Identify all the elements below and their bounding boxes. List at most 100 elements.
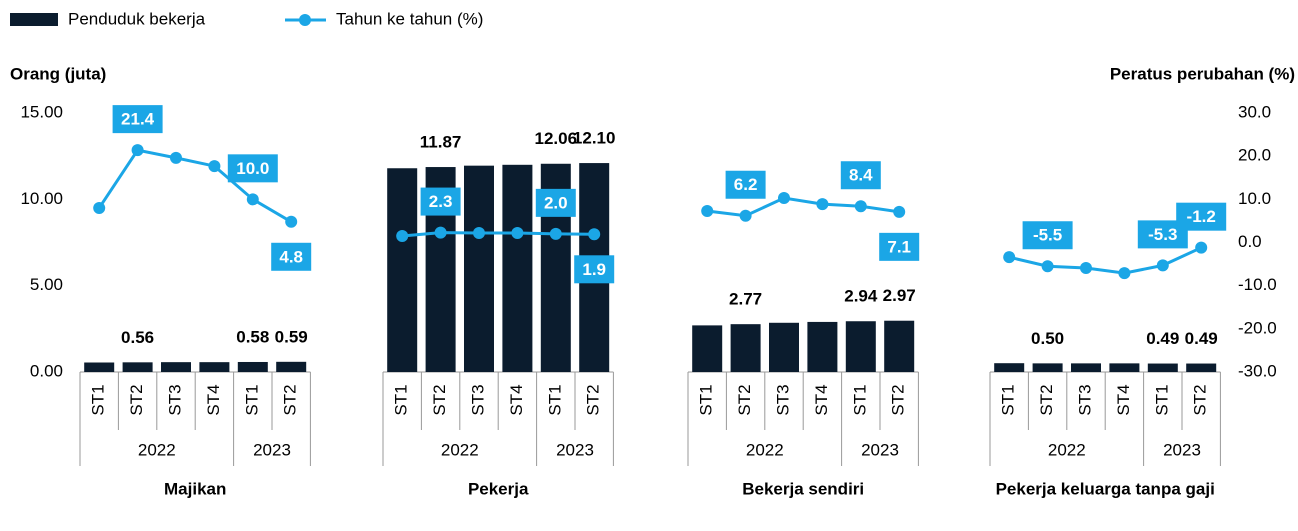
line-dot [1156,259,1169,272]
x-tick-label: ST2 [735,384,754,415]
x-tick-label: ST4 [812,384,831,415]
line-value-label: 1.9 [582,260,606,279]
x-tick-label: ST1 [1152,384,1171,415]
bar [845,321,876,372]
x-tick-label: ST4 [1114,384,1133,415]
line [1008,246,1202,275]
bar-value-label: 12.06 [535,129,578,148]
value-label-box [227,154,278,183]
line-dot [549,227,562,240]
line-value-label: -5.3 [1148,225,1177,244]
line-dot [701,204,714,217]
line-dot [208,160,221,173]
line-dot [285,215,298,228]
y2-axis-title: Peratus perubahan (%) [1110,64,1295,83]
y-tick-label: 10.00 [20,189,63,208]
x-tick-label: ST2 [281,384,300,415]
bar [464,165,494,372]
bar [502,164,533,372]
bar-value-label: 2.97 [883,286,916,305]
bar-value-label: 12.10 [573,129,616,148]
group-label: 2023 [253,440,291,459]
value-label-box [725,170,766,199]
x-tick-label: ST3 [773,384,792,415]
group-label: 2022 [746,440,784,459]
line-dot [434,226,447,239]
line [97,148,292,224]
line-value-label: 7.1 [887,237,911,256]
group-label: 2022 [441,440,479,459]
x-tick-label: ST1 [392,384,411,415]
group-label: 2022 [1048,440,1086,459]
bar-value-label: 0.49 [1185,329,1218,348]
bar [199,362,230,372]
panel-title: Pekerja keluarga tanpa gaji [996,479,1215,498]
value-label-box [879,232,920,261]
legend-dot [299,14,311,26]
bar [161,362,191,372]
line-value-label: 4.8 [279,247,303,266]
legend-label: Tahun ke tahun (%) [336,9,483,28]
x-tick-label: ST2 [1191,384,1210,415]
x-tick-label: ST1 [850,384,869,415]
bar [807,321,838,372]
legend-label: Penduduk bekerja [68,9,206,28]
line-dot [246,193,259,206]
panel-title: Bekerja sendiri [742,479,864,498]
value-label-box [840,161,881,190]
y2-tick-label: -20.0 [1238,318,1277,337]
value-label-box [1176,202,1227,231]
x-tick-label: ST2 [889,384,908,415]
x-tick-label: ST1 [545,384,564,415]
line-value-label: 2.3 [429,192,453,211]
x-tick-label: ST2 [1037,384,1056,415]
group-label: 2023 [1163,440,1201,459]
value-label-box [420,187,461,216]
x-tick-label: ST3 [165,384,184,415]
bar-value-label: 2.77 [729,290,762,309]
line-value-label: 21.4 [121,110,155,129]
line-dot [739,209,752,222]
y2-tick-label: 10.0 [1238,189,1271,208]
line-value-label: -5.5 [1033,226,1062,245]
line-dot [473,227,485,240]
value-label-box [1022,221,1073,250]
bar-value-label: 0.56 [121,328,154,347]
line-dot [93,201,106,214]
line-value-label: -1.2 [1187,207,1216,226]
bar [730,324,761,372]
bar [1032,363,1063,372]
group-label: 2023 [861,440,899,459]
line-dot [588,228,601,241]
x-tick-label: ST1 [89,384,108,415]
bar-value-label: 11.87 [420,133,462,152]
x-tick-label: ST3 [1075,384,1094,415]
group-label: 2023 [556,440,594,459]
line-dot [1003,251,1016,264]
line-dot [170,151,182,164]
bar-value-label: 0.50 [1031,329,1064,348]
bar [1147,363,1178,372]
value-label-box [112,105,163,134]
line-dot [816,198,829,211]
x-tick-label: ST1 [242,384,261,415]
y-tick-label: 5.00 [30,275,63,294]
y2-tick-label: 30.0 [1238,102,1271,121]
x-tick-label: ST1 [697,384,716,415]
bar-value-label: 0.49 [1146,329,1179,348]
value-label-box [574,255,615,284]
line-dot [511,227,524,240]
y2-tick-label: -10.0 [1238,275,1277,294]
line-dot [1080,261,1092,274]
line-dot [1195,241,1208,254]
bar [84,362,115,372]
x-tick-label: ST1 [999,384,1018,415]
y2-tick-label: -30.0 [1238,361,1277,380]
bar [1109,363,1140,372]
x-tick-label: ST2 [127,384,146,415]
line-dot [1041,260,1054,273]
y-axis-title: Orang (juta) [10,64,106,83]
y2-tick-label: 0.0 [1238,232,1262,251]
bar-value-label: 0.59 [275,327,308,346]
